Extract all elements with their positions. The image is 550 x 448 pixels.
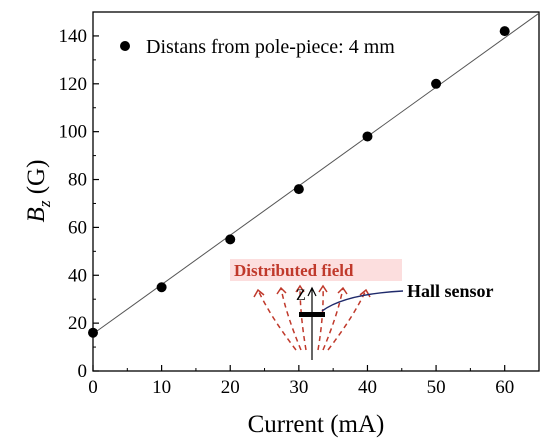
x-tick-label: 0 [88, 377, 98, 398]
y-axis-subscript: z [35, 200, 54, 208]
z-axis-label: Z [296, 287, 306, 304]
z-axis-arrowhead [307, 286, 317, 297]
legend-marker [120, 41, 130, 51]
legend: Distans from pole-piece: 4 mm [120, 36, 395, 58]
y-tick-label: 60 [68, 217, 87, 238]
arrowhead [318, 284, 328, 293]
data-points [88, 26, 510, 338]
sensor-pointer [321, 290, 404, 312]
field-label-highlight [230, 259, 402, 281]
data-point [499, 26, 510, 37]
y-tick-label: 100 [59, 122, 88, 143]
y-tick-label: 0 [78, 361, 88, 382]
y-axis-title: Bz (G) [23, 160, 54, 223]
x-tick-label: 30 [289, 377, 308, 398]
data-point [293, 184, 304, 195]
x-tick-label: 60 [495, 377, 514, 398]
data-point [156, 282, 167, 293]
y-tick-label: 140 [59, 26, 88, 47]
field-label: Distributed field [234, 261, 354, 280]
plot-frame [92, 11, 540, 372]
y-tick-label: 20 [68, 313, 87, 334]
hall-sensor-bar [299, 312, 325, 317]
x-tick-label: 50 [427, 377, 446, 398]
data-point [362, 131, 373, 142]
field-line [299, 285, 307, 351]
y-axis-unit: (G) [23, 160, 50, 201]
data-point [225, 234, 236, 245]
field-line [317, 285, 324, 351]
y-tick-label: 80 [68, 170, 87, 191]
fit-line [92, 12, 540, 335]
field-line [322, 287, 344, 351]
arrowhead [295, 284, 305, 293]
x-tick-label: 40 [358, 377, 377, 398]
y-tick-label: 40 [68, 265, 87, 286]
arrowhead [276, 286, 287, 295]
x-tick-label: 20 [221, 377, 240, 398]
x-ticks: 0 10 20 30 40 50 60 [88, 365, 514, 398]
sensor-label: Hall sensor [407, 281, 494, 301]
data-point [431, 78, 442, 89]
x-tick-label: 10 [152, 377, 171, 398]
y-ticks: 0 20 40 60 80 100 120 140 [59, 26, 99, 382]
arrowhead [253, 288, 265, 298]
x-axis-title: Current (mA) [248, 411, 385, 438]
legend-label: Distans from pole-piece: 4 mm [146, 36, 395, 58]
y-tick-label: 120 [59, 74, 88, 95]
arrowhead [337, 286, 348, 295]
field-line [257, 289, 297, 351]
field-annotation: Distributed field Z Hall sensor [230, 259, 494, 360]
y-axis-symbol: B [23, 207, 50, 222]
data-point [88, 327, 98, 338]
field-arrowheads [253, 284, 371, 298]
